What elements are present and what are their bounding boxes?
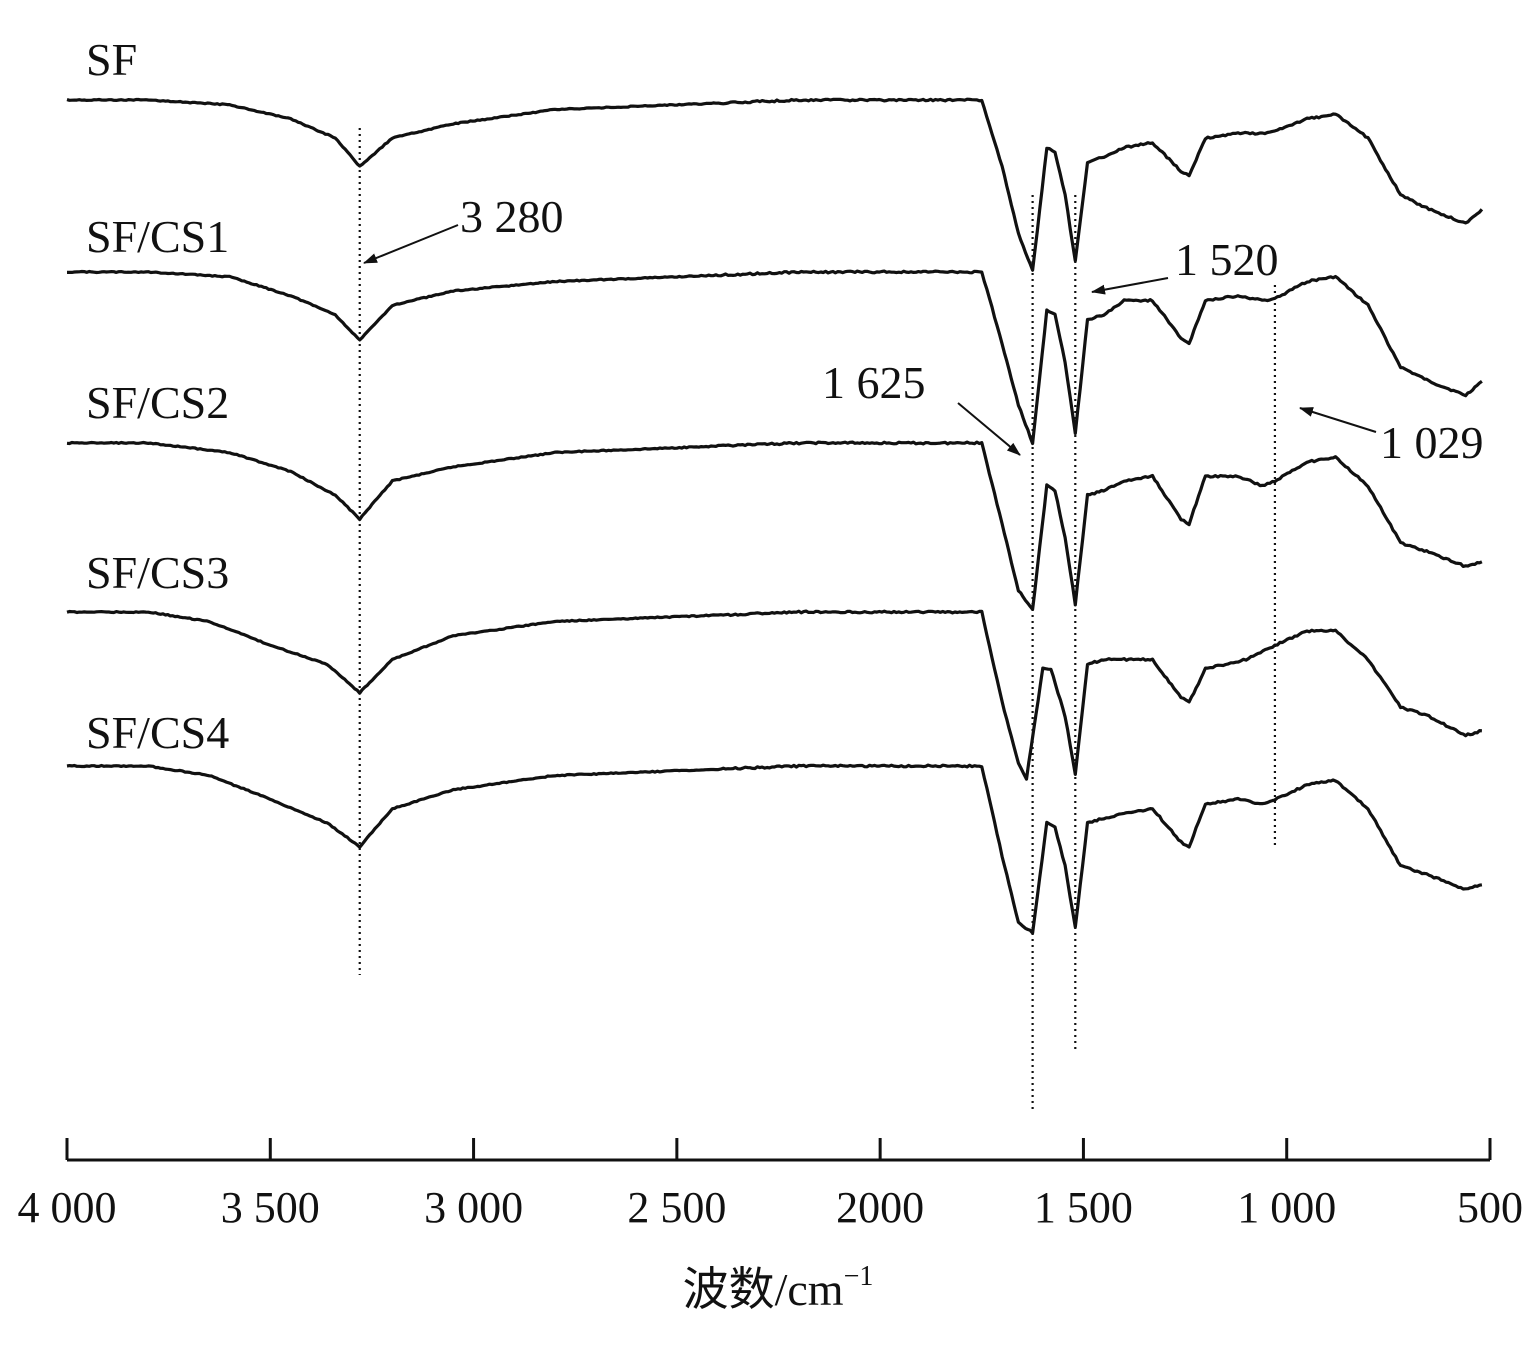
annotation-arrow-1625 (957, 402, 1021, 456)
series-line-sf-cs2 (66, 440, 1483, 611)
x-axis-ticks: 4 000 3 500 3 000 2 500 2000 1 500 1 000 500 (18, 1138, 1523, 1232)
annotation-label-1029: 1 029 (1380, 417, 1484, 468)
annotation-arrow-1520 (1091, 277, 1169, 295)
annotation-arrow-3280 (363, 224, 459, 264)
annotation-label-1520: 1 520 (1175, 234, 1279, 285)
x-axis-title-superscript: −1 (844, 1261, 874, 1292)
series-label-sf-cs4: SF/CS4 (86, 707, 229, 758)
series-line-sf-cs4 (66, 763, 1483, 935)
series-line-sf-cs1 (67, 269, 1483, 446)
x-axis-title: 波数/cm−1 (683, 1261, 874, 1315)
series-label-sf-cs3: SF/CS3 (86, 547, 229, 598)
annotation-label-3280: 3 280 (460, 191, 564, 242)
x-tick-label: 2000 (836, 1183, 924, 1232)
series-label-sf-cs2: SF/CS2 (86, 377, 229, 428)
x-tick-label: 3 500 (221, 1183, 320, 1232)
series-label-sf: SF (86, 34, 137, 85)
peak-annotations: 3 280 1 520 1 625 1 029 (363, 191, 1484, 468)
annotation-arrow-1029 (1299, 407, 1377, 433)
x-tick-label: 1 000 (1237, 1183, 1336, 1232)
series-line-sf-cs3 (66, 609, 1483, 781)
x-tick-label: 1 500 (1034, 1183, 1133, 1232)
series-label-sf-cs1: SF/CS1 (86, 211, 229, 262)
x-axis-title-main: 波数/cm (683, 1264, 844, 1315)
series-labels: SF SF/CS1 SF/CS2 SF/CS3 SF/CS4 (86, 34, 229, 758)
reference-lines (358, 128, 1277, 1112)
x-tick-label: 3 000 (424, 1183, 523, 1232)
annotation-label-1625: 1 625 (822, 357, 926, 408)
x-tick-label: 500 (1457, 1183, 1523, 1232)
x-tick-label: 4 000 (18, 1183, 117, 1232)
x-tick-label: 2 500 (627, 1183, 726, 1232)
x-axis: 4 000 3 500 3 000 2 500 2000 1 500 1 000 500 波数… (18, 1138, 1523, 1315)
spectrum-curves (66, 97, 1484, 935)
series-line-sf (66, 97, 1484, 272)
